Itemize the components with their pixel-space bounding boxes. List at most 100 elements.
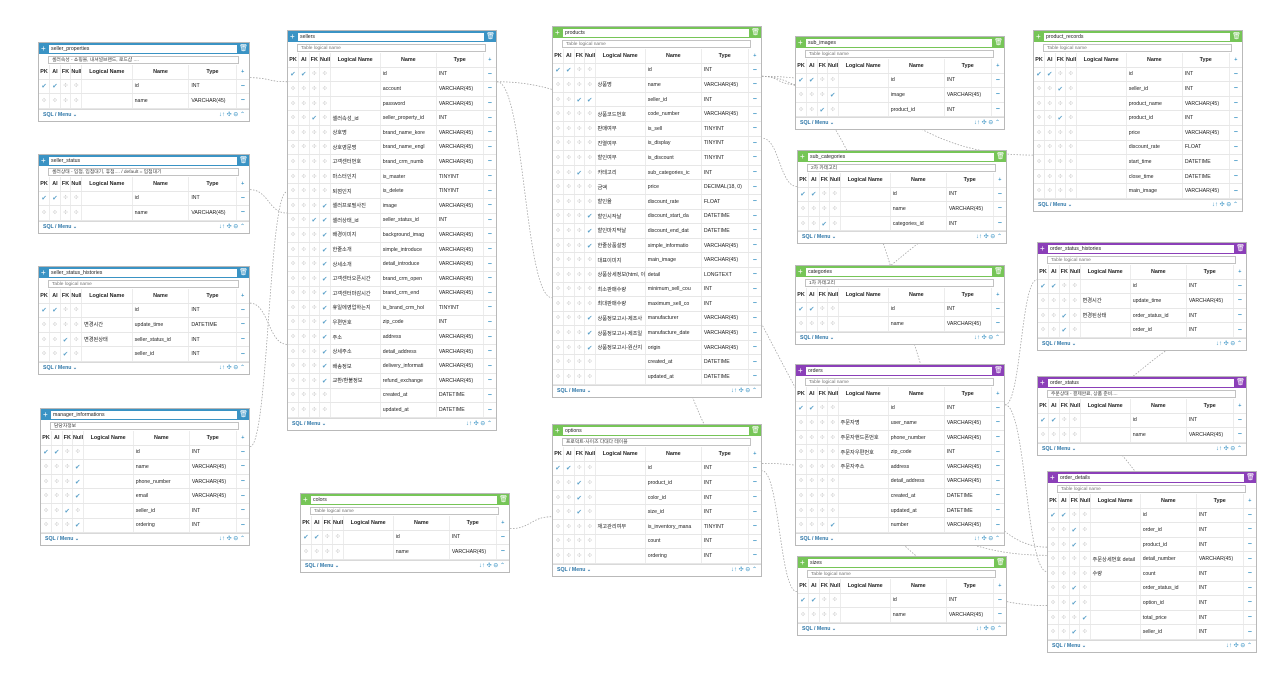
column-row[interactable]: ✣ ✣ ✣ ✣ 주문자주소 address VARCHAR(45) − <box>796 459 1004 475</box>
table-colors[interactable]: + colors 🗑 Table logical name PK AI FK Null Logi… <box>300 493 510 573</box>
remove-column-icon[interactable]: − <box>1233 308 1246 324</box>
column-name[interactable]: id <box>1140 508 1197 524</box>
ai-check-icon[interactable]: ✔ <box>1048 413 1060 429</box>
ai-empty-icon[interactable]: ✣ <box>806 488 818 504</box>
column-logical-name[interactable]: 퇴점인지 <box>330 183 381 199</box>
remove-column-icon[interactable]: − <box>991 430 1004 446</box>
column-logical-name[interactable] <box>81 346 133 362</box>
remove-column-icon[interactable]: − <box>236 303 249 319</box>
pk-empty-icon[interactable]: ✣ <box>796 488 807 504</box>
column-type[interactable]: DATETIME <box>436 388 484 404</box>
column-name[interactable]: id <box>132 79 190 95</box>
ai-check-icon[interactable]: ✔ <box>298 67 310 83</box>
remove-column-icon[interactable]: − <box>748 165 761 181</box>
pk-empty-icon[interactable]: ✣ <box>288 358 299 375</box>
fk-empty-icon[interactable]: ✣ <box>817 316 828 332</box>
pk-empty-icon[interactable]: ✣ <box>553 354 564 371</box>
table-manager-informations[interactable]: + manager_informations 🗑 담당자정보 PK AI FK Null Log… <box>40 408 250 547</box>
ai-empty-icon[interactable]: ✣ <box>298 256 310 272</box>
column-type[interactable]: INT <box>1182 67 1230 83</box>
fk-empty-icon[interactable]: ✣ <box>819 593 830 609</box>
column-name[interactable]: start_time <box>1126 154 1183 170</box>
column-row[interactable]: ✣ ✣ ✔ ✣ product_id INT − <box>553 475 761 491</box>
column-type[interactable]: VARCHAR(45) <box>436 140 484 156</box>
column-name[interactable]: product_id <box>1140 537 1197 553</box>
column-row[interactable]: ✣ ✣ ✣ ✔ 우편번호 zip_code INT − <box>288 315 496 331</box>
column-type[interactable]: DATETIME <box>188 317 237 333</box>
column-logical-name[interactable] <box>595 504 646 520</box>
fk-check-icon[interactable]: ✔ <box>574 165 585 181</box>
ai-empty-icon[interactable]: ✣ <box>298 154 310 170</box>
column-logical-name[interactable]: 셀러상태_id <box>330 213 381 229</box>
column-type[interactable]: INT <box>449 530 497 546</box>
fk-empty-icon[interactable]: ✣ <box>574 340 585 356</box>
column-name[interactable]: seller_status_id <box>380 213 437 229</box>
nul-empty-icon[interactable]: ✣ <box>1079 581 1091 597</box>
table-order-details[interactable]: + order_details 🗑 Table logical name PK AI FK N… <box>1047 471 1257 653</box>
fk-empty-icon[interactable]: ✣ <box>309 300 320 316</box>
pk-empty-icon[interactable]: ✣ <box>1034 140 1045 156</box>
column-logical-name[interactable]: 최대판매수량 <box>595 296 646 312</box>
ai-empty-icon[interactable]: ✣ <box>808 607 820 623</box>
pk-check-icon[interactable]: ✔ <box>301 530 312 546</box>
ai-empty-icon[interactable]: ✣ <box>563 311 575 327</box>
ai-empty-icon[interactable]: ✣ <box>298 227 310 243</box>
nul-check-icon[interactable]: ✔ <box>72 518 84 534</box>
fk-empty-icon[interactable]: ✣ <box>574 519 585 535</box>
nul-empty-icon[interactable]: ✣ <box>1069 279 1081 295</box>
pk-empty-icon[interactable]: ✣ <box>553 194 564 210</box>
table-logical-name-input[interactable]: Table logical name <box>807 570 996 578</box>
column-name[interactable]: phone_number <box>133 474 190 490</box>
add-table-icon[interactable]: + <box>1050 473 1055 482</box>
column-logical-name[interactable] <box>83 488 134 504</box>
column-logical-name[interactable] <box>595 475 646 491</box>
column-row[interactable]: ✣ ✣ ✣ ✣ 주문자명 user_name VARCHAR(45) − <box>796 415 1004 431</box>
column-logical-name[interactable] <box>81 303 133 319</box>
ai-empty-icon[interactable]: ✣ <box>563 296 575 312</box>
column-name[interactable]: user_name <box>888 415 945 431</box>
column-row[interactable]: ✣ ✣ ✣ ✔ ordering INT − <box>41 518 249 534</box>
nul-empty-icon[interactable]: ✣ <box>70 332 82 348</box>
table-logical-name-input[interactable]: Table logical name <box>310 507 499 515</box>
ai-empty-icon[interactable]: ✣ <box>806 316 818 332</box>
column-name[interactable]: seller_id <box>1126 81 1183 97</box>
column-row[interactable]: ✔ ✔ ✣ ✣ id INT − <box>796 401 1004 417</box>
column-type[interactable]: INT <box>1186 308 1234 324</box>
ai-check-icon[interactable]: ✔ <box>49 79 61 95</box>
column-row[interactable]: ✣ ✣ ✣ ✔ image VARCHAR(45) − <box>796 87 1004 103</box>
pk-check-icon[interactable]: ✔ <box>796 302 807 318</box>
column-row[interactable]: ✣ ✣ ✣ ✔ 상세주소 detail_address VARCHAR(45) − <box>288 344 496 360</box>
nul-check-icon[interactable]: ✔ <box>584 311 596 327</box>
column-logical-name[interactable]: 할인마지막날 <box>595 223 646 239</box>
nul-empty-icon[interactable]: ✣ <box>1065 81 1077 97</box>
remove-column-icon[interactable]: − <box>991 302 1004 318</box>
ai-empty-icon[interactable]: ✣ <box>298 402 310 418</box>
fk-empty-icon[interactable]: ✣ <box>60 79 72 95</box>
column-row[interactable]: ✣ ✣ ✔ ✣ product_id INT − <box>1034 110 1242 126</box>
fk-empty-icon[interactable]: ✣ <box>1059 279 1070 295</box>
column-name[interactable]: email <box>133 488 190 504</box>
column-row[interactable]: ✣ ✣ ✔ ✣ seller_id INT − <box>1048 624 1256 640</box>
pk-empty-icon[interactable]: ✣ <box>796 459 807 475</box>
nul-check-icon[interactable]: ✔ <box>1079 610 1091 626</box>
remove-column-icon[interactable]: − <box>748 238 761 254</box>
column-name[interactable]: created_at <box>380 388 437 404</box>
pk-check-icon[interactable]: ✔ <box>553 461 564 477</box>
column-logical-name[interactable] <box>838 316 889 332</box>
column-row[interactable]: ✣ ✣ ✣ ✔ name VARCHAR(45) − <box>41 459 249 475</box>
trash-icon[interactable]: 🗑 <box>994 367 1003 374</box>
ai-empty-icon[interactable]: ✣ <box>298 300 310 316</box>
column-row[interactable]: ✣ ✣ ✣ ✣ name VARCHAR(45) − <box>798 607 1006 623</box>
remove-column-icon[interactable]: − <box>1243 595 1256 611</box>
column-name[interactable]: detail_number <box>1140 551 1197 567</box>
pk-empty-icon[interactable]: ✣ <box>553 106 564 122</box>
sql-menu-button[interactable]: SQL / Menu ⌄ <box>802 234 837 241</box>
column-logical-name[interactable] <box>1076 125 1127 141</box>
fk-check-icon[interactable]: ✔ <box>817 102 828 118</box>
column-logical-name[interactable] <box>838 102 889 118</box>
column-name[interactable]: detail_address <box>380 344 437 360</box>
column-logical-name[interactable]: 마스터인지 <box>330 169 381 185</box>
column-logical-name[interactable] <box>83 459 134 475</box>
column-name[interactable]: seller_id <box>1140 624 1197 640</box>
fk-empty-icon[interactable]: ✣ <box>574 150 585 166</box>
